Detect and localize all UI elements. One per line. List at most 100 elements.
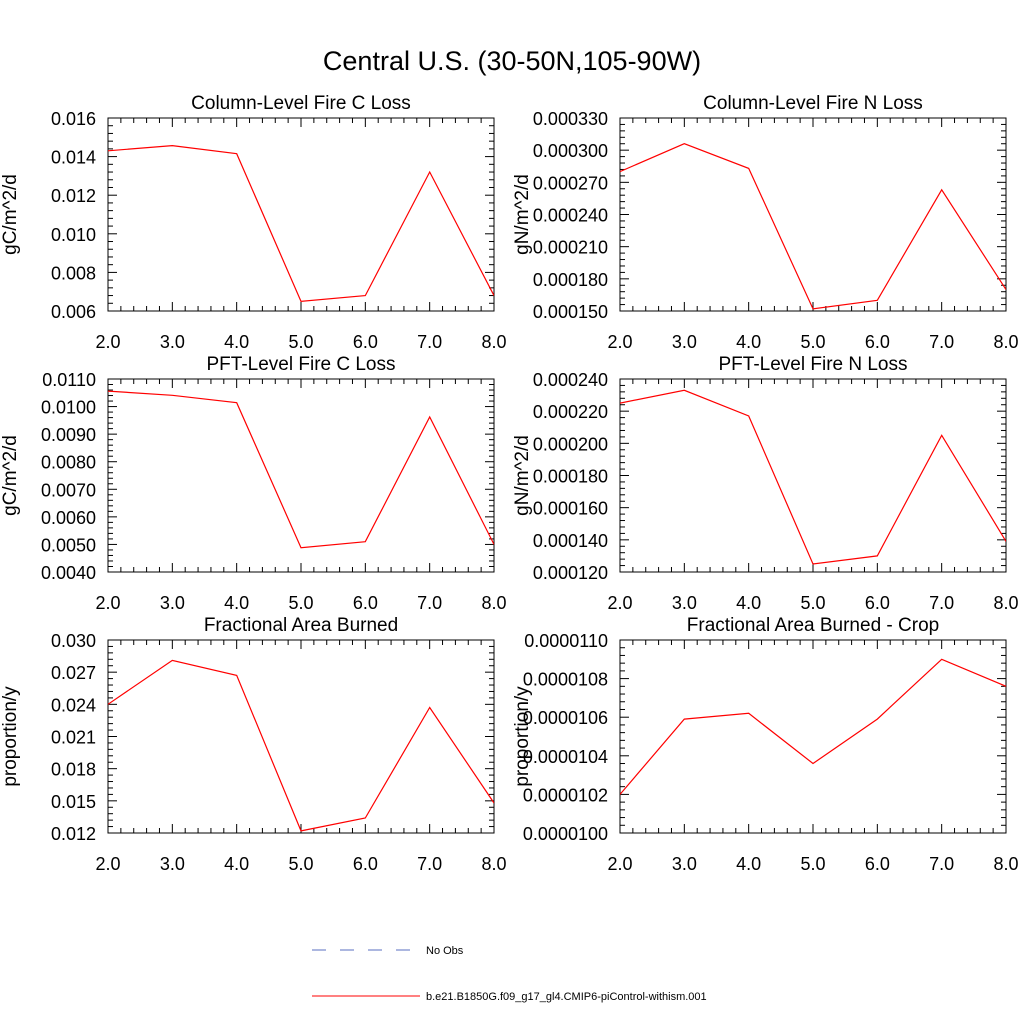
panel-column-fire-c-loss: 2.0 3.0 4.0 5.0 6.0 7.0 8.0 0.006 0.008 0.010 0.01…: [0, 93, 507, 352]
x-tick-label: 4.0: [224, 332, 249, 352]
y-tick-label: 0.012: [51, 186, 96, 206]
y-tick-label: 0.0100: [41, 398, 96, 418]
y-tick-label: 0.000220: [533, 402, 608, 422]
x-tick-label: 3.0: [160, 332, 185, 352]
x-tick-label: 3.0: [160, 593, 185, 613]
y-tick-label: 0.000200: [533, 434, 608, 454]
x-tick-label: 4.0: [224, 854, 249, 874]
x-tick-label: 3.0: [672, 332, 697, 352]
x-tick-label: 8.0: [993, 332, 1018, 352]
legend-label-model-run: b.e21.B1850G.f09_g17_gl4.CMIP6-piControl…: [426, 991, 707, 1003]
y-tick-label: 0.0000104: [523, 747, 608, 767]
y-tick-label: 0.018: [51, 760, 96, 780]
plot-frame: [107, 117, 495, 312]
x-tick-label: 2.0: [95, 332, 120, 352]
x-tick-label: 5.0: [800, 332, 825, 352]
panel-fractional-area-burned-crop: 2.0 3.0 4.0 5.0 6.0 7.0 8.0 0.0000100 0.0000102 0…: [512, 615, 1019, 874]
x-tick-label: 6.0: [353, 854, 378, 874]
plot-frame: [107, 639, 495, 834]
y-tick-label: 0.012: [51, 824, 96, 844]
x-tick-label: 5.0: [288, 593, 313, 613]
x-tick-label: 8.0: [993, 593, 1018, 613]
y-tick-label: 0.0050: [41, 535, 96, 555]
x-tick-label: 2.0: [607, 332, 632, 352]
y-tick-label: 0.0000102: [523, 785, 608, 805]
y-tick-label: 0.0040: [41, 563, 96, 583]
x-tick-label: 2.0: [607, 593, 632, 613]
x-tick-label: 6.0: [865, 854, 890, 874]
series-line: [620, 389, 1006, 565]
x-tick-label: 3.0: [160, 854, 185, 874]
x-tick-label: 6.0: [865, 332, 890, 352]
x-tick-label: 8.0: [993, 854, 1018, 874]
x-tick-label: 7.0: [417, 332, 442, 352]
x-tick-label: 3.0: [672, 593, 697, 613]
x-tick-label: 5.0: [288, 332, 313, 352]
y-tick-label: 0.016: [51, 109, 96, 129]
y-tick-label: 0.000240: [533, 206, 608, 226]
panel-title: PFT-Level Fire N Loss: [719, 354, 908, 375]
y-axis-label: gN/m^2/d: [512, 174, 533, 255]
y-tick-label: 0.000180: [533, 467, 608, 487]
x-tick-label: 2.0: [95, 593, 120, 613]
x-tick-label: 5.0: [800, 593, 825, 613]
y-axis-label: proportion/y: [512, 686, 533, 787]
panel-title: PFT-Level Fire C Loss: [207, 354, 396, 375]
x-tick-label: 8.0: [481, 854, 506, 874]
y-axis-label: gC/m^2/d: [0, 435, 21, 516]
panel-pft-fire-c-loss: 2.0 3.0 4.0 5.0 6.0 7.0 8.0 0.0040 0.0050 0.0060 0…: [0, 354, 507, 613]
panel-title: Fractional Area Burned - Crop: [687, 615, 939, 636]
series-line: [108, 659, 494, 832]
series-line: [620, 143, 1006, 310]
x-tick-label: 6.0: [865, 593, 890, 613]
y-tick-label: 0.021: [51, 728, 96, 748]
y-tick-label: 0.000330: [533, 109, 608, 129]
y-tick-label: 0.000240: [533, 370, 608, 390]
x-tick-label: 8.0: [481, 593, 506, 613]
y-tick-label: 0.000150: [533, 302, 608, 322]
y-tick-label: 0.008: [51, 263, 96, 283]
x-tick-label: 5.0: [800, 854, 825, 874]
y-axis-label: gN/m^2/d: [512, 435, 533, 516]
y-axis-label: proportion/y: [0, 686, 21, 787]
y-tick-label: 0.014: [51, 148, 96, 168]
x-tick-label: 2.0: [607, 854, 632, 874]
y-tick-label: 0.0000108: [523, 670, 608, 690]
panel-title: Fractional Area Burned: [204, 615, 398, 636]
y-tick-label: 0.000270: [533, 173, 608, 193]
x-tick-label: 7.0: [929, 854, 954, 874]
x-tick-label: 7.0: [417, 593, 442, 613]
plot-frame: [619, 639, 1007, 834]
series-line: [108, 144, 494, 303]
y-tick-label: 0.000140: [533, 531, 608, 551]
panel-title: Column-Level Fire C Loss: [191, 93, 411, 114]
y-tick-label: 0.024: [51, 695, 96, 715]
figure-title: Central U.S. (30-50N,105-90W): [323, 46, 701, 76]
y-tick-label: 0.006: [51, 302, 96, 322]
x-tick-label: 7.0: [929, 593, 954, 613]
y-tick-label: 0.0000106: [523, 708, 608, 728]
x-tick-label: 4.0: [736, 332, 761, 352]
y-tick-label: 0.000300: [533, 141, 608, 161]
y-tick-label: 0.000160: [533, 499, 608, 519]
y-tick-label: 0.000180: [533, 270, 608, 290]
y-tick-label: 0.027: [51, 663, 96, 683]
panel-fractional-area-burned: 2.0 3.0 4.0 5.0 6.0 7.0 8.0 0.012 0.015 0.018 0.02…: [0, 615, 507, 874]
x-tick-label: 7.0: [929, 332, 954, 352]
panel-title: Column-Level Fire N Loss: [703, 93, 923, 114]
x-tick-label: 8.0: [481, 332, 506, 352]
series-line: [620, 658, 1006, 795]
x-tick-label: 7.0: [417, 854, 442, 874]
x-tick-label: 2.0: [95, 854, 120, 874]
legend-label-no-obs: No Obs: [426, 945, 464, 957]
y-tick-label: 0.030: [51, 631, 96, 651]
x-tick-label: 4.0: [736, 593, 761, 613]
x-tick-label: 6.0: [353, 332, 378, 352]
y-tick-label: 0.0070: [41, 480, 96, 500]
y-tick-label: 0.015: [51, 792, 96, 812]
y-tick-label: 0.0110: [42, 370, 96, 390]
y-tick-label: 0.0000100: [523, 824, 608, 844]
y-tick-label: 0.0060: [41, 508, 96, 528]
x-tick-label: 4.0: [736, 854, 761, 874]
